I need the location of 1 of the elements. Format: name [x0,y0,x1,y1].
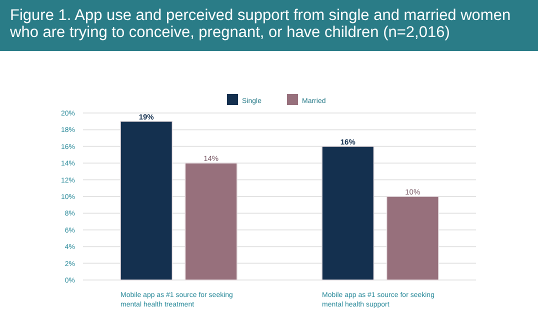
chart-title: Figure 1. App use and perceived support from single and married women who are trying to conceive, pregnant, or have children (n=2,016) [0,0,538,51]
